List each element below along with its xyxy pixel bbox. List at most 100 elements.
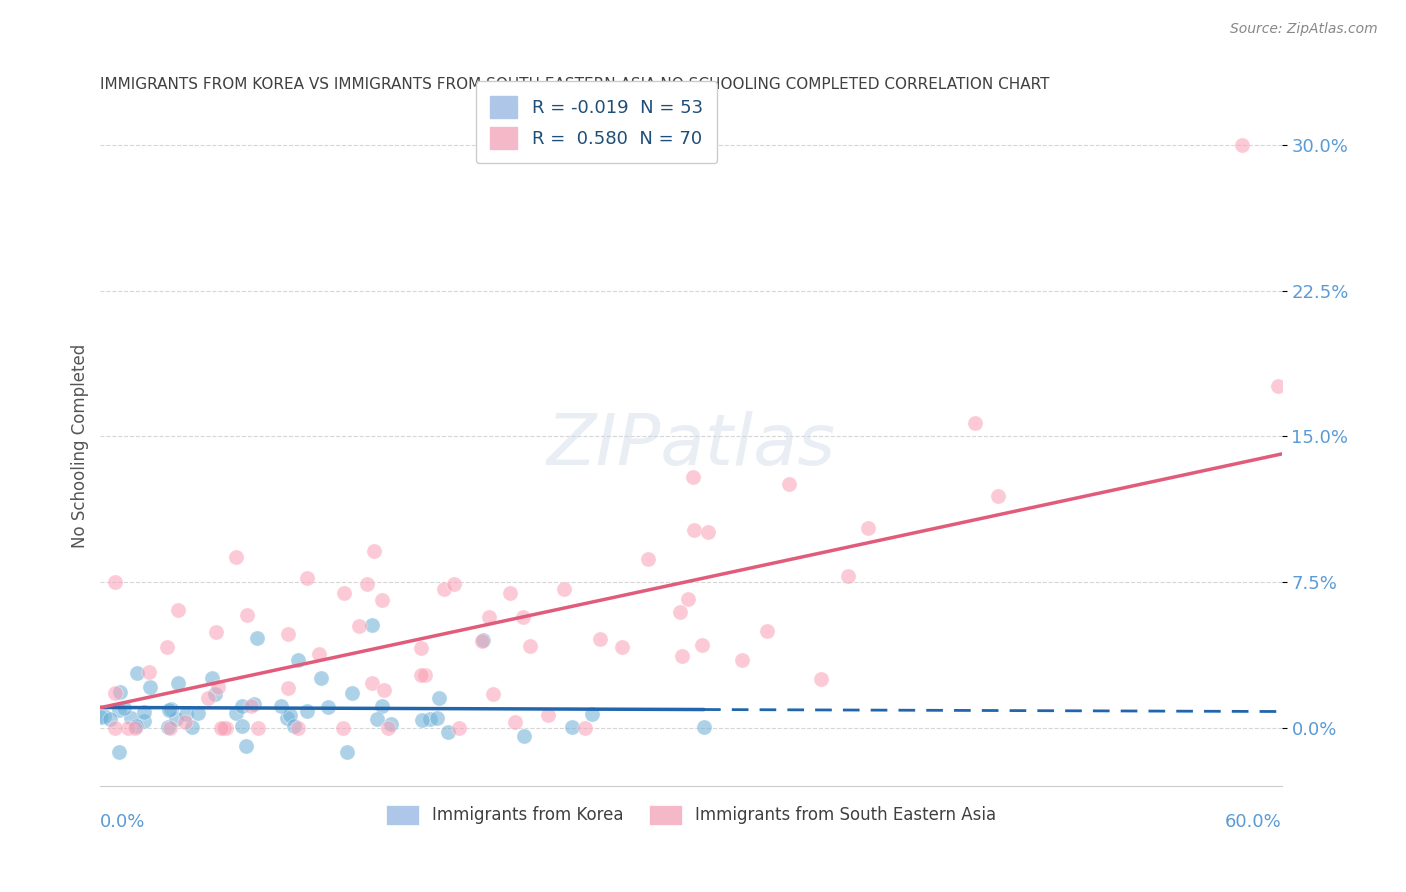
SEA: [332, 586, 354, 600]
SEA: [277, 681, 299, 696]
Korea: [90, 710, 112, 724]
SEA: [482, 688, 505, 702]
Korea: [243, 697, 266, 711]
SEA: [124, 721, 146, 735]
SEA: [277, 627, 299, 641]
SEA: [965, 417, 987, 431]
SEA: [197, 691, 219, 706]
Korea: [419, 712, 441, 726]
Korea: [278, 707, 301, 722]
SEA: [174, 715, 197, 730]
Korea: [139, 680, 162, 694]
Korea: [380, 716, 402, 731]
SEA: [731, 653, 754, 667]
SEA: [503, 714, 526, 729]
Korea: [309, 671, 332, 685]
SEA: [668, 605, 690, 619]
Korea: [181, 719, 204, 733]
Korea: [427, 690, 450, 705]
Korea: [316, 699, 339, 714]
Text: 0.0%: 0.0%: [100, 813, 146, 831]
SEA: [676, 591, 699, 606]
SEA: [308, 647, 330, 661]
Korea: [283, 719, 305, 733]
Korea: [411, 714, 433, 728]
Korea: [245, 631, 267, 645]
SEA: [683, 523, 706, 537]
SEA: [377, 721, 399, 735]
Korea: [167, 675, 190, 690]
Korea: [693, 720, 716, 734]
Korea: [581, 707, 603, 722]
SEA: [696, 524, 718, 539]
Korea: [112, 701, 135, 715]
Korea: [204, 687, 226, 701]
SEA: [856, 521, 879, 535]
SEA: [212, 721, 235, 735]
SEA: [537, 708, 560, 723]
Korea: [108, 745, 131, 759]
SEA: [332, 721, 354, 735]
SEA: [690, 638, 713, 652]
SEA: [214, 721, 236, 735]
Korea: [93, 709, 115, 723]
Korea: [371, 699, 394, 714]
Legend: Immigrants from Korea, Immigrants from South Eastern Asia: Immigrants from Korea, Immigrants from S…: [378, 798, 1004, 832]
SEA: [433, 582, 456, 596]
SEA: [612, 640, 634, 655]
Korea: [342, 686, 364, 700]
Text: IMMIGRANTS FROM KOREA VS IMMIGRANTS FROM SOUTH EASTERN ASIA NO SCHOOLING COMPLET: IMMIGRANTS FROM KOREA VS IMMIGRANTS FROM…: [100, 78, 1050, 93]
SEA: [449, 721, 471, 735]
SEA: [356, 576, 378, 591]
Korea: [270, 699, 292, 714]
Text: Source: ZipAtlas.com: Source: ZipAtlas.com: [1230, 22, 1378, 37]
SEA: [297, 571, 319, 585]
SEA: [236, 607, 259, 622]
SEA: [682, 470, 704, 484]
Korea: [366, 712, 388, 726]
SEA: [207, 680, 229, 694]
SEA: [167, 603, 190, 617]
SEA: [209, 721, 232, 735]
Korea: [235, 739, 257, 753]
SEA: [225, 550, 247, 565]
Korea: [165, 712, 187, 726]
Korea: [159, 703, 181, 717]
SEA: [347, 619, 370, 633]
SEA: [987, 489, 1010, 503]
SEA: [411, 640, 433, 655]
SEA: [373, 682, 395, 697]
SEA: [287, 721, 309, 735]
SEA: [671, 648, 693, 663]
Korea: [125, 666, 148, 681]
Korea: [108, 685, 131, 699]
SEA: [138, 665, 160, 679]
SEA: [512, 609, 534, 624]
Korea: [98, 713, 121, 727]
SEA: [519, 640, 541, 654]
Korea: [426, 711, 449, 725]
SEA: [104, 721, 127, 735]
Korea: [157, 720, 180, 734]
SEA: [246, 721, 269, 735]
SEA: [574, 721, 596, 735]
SEA: [360, 676, 382, 690]
Korea: [336, 745, 359, 759]
SEA: [413, 668, 436, 682]
SEA: [1232, 137, 1254, 152]
SEA: [156, 640, 179, 655]
Text: 60.0%: 60.0%: [1225, 813, 1282, 831]
Korea: [132, 705, 155, 719]
Korea: [276, 711, 298, 725]
SEA: [755, 624, 778, 638]
Korea: [297, 704, 319, 718]
SEA: [411, 668, 433, 682]
Korea: [287, 653, 309, 667]
Korea: [225, 706, 247, 721]
Korea: [120, 711, 142, 725]
Korea: [436, 725, 458, 739]
SEA: [589, 632, 612, 647]
SEA: [637, 552, 659, 566]
SEA: [104, 686, 127, 700]
Korea: [187, 706, 209, 720]
